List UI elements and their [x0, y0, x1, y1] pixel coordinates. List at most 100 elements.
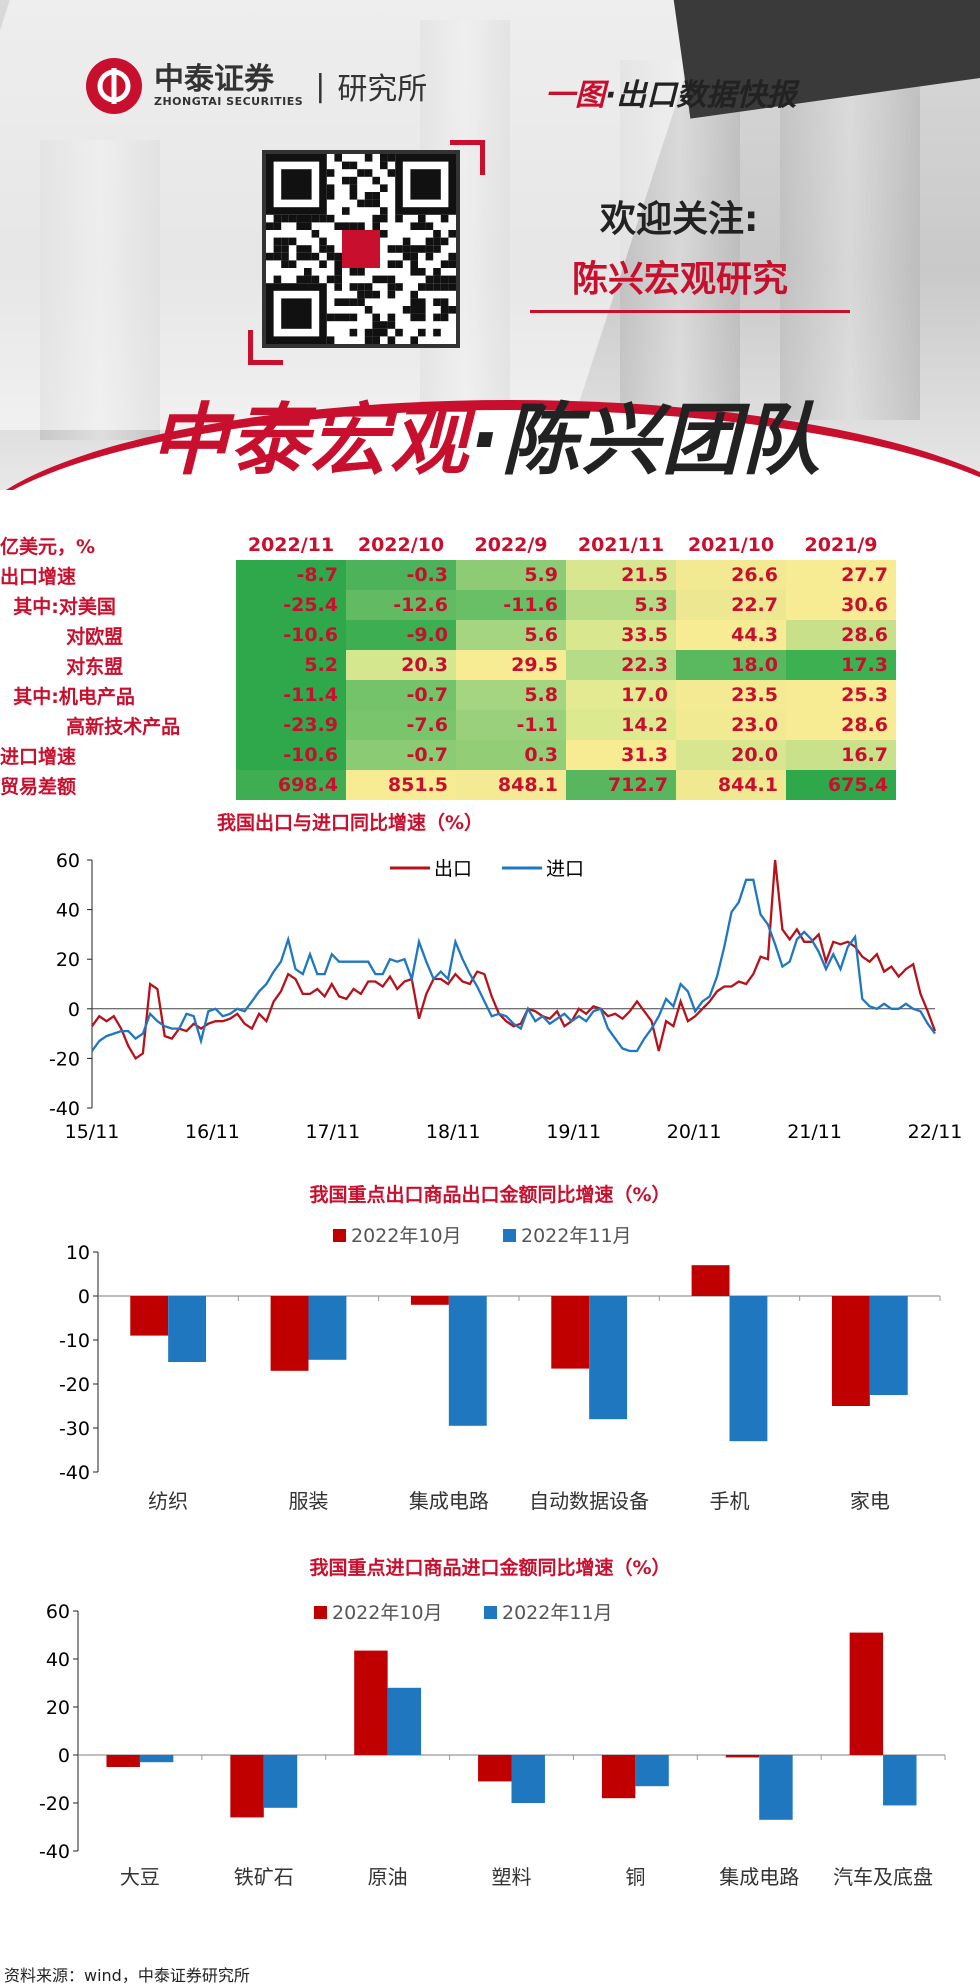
table-row-label: 其中:机电产品: [0, 685, 135, 708]
table-row: 其中:机电产品 -11.4 -0.7 5.8 17.0 23.5 25.3: [0, 680, 896, 710]
legend-label: 出口: [434, 858, 472, 880]
qr-module: [440, 214, 449, 223]
qr-code[interactable]: [262, 150, 460, 348]
qr-module: [410, 222, 418, 230]
y-tick-label: 20: [56, 949, 80, 971]
qr-module: [349, 298, 358, 306]
x-category-label: 铜: [625, 1865, 645, 1889]
table-row: 出口增速 -8.7 -0.3 5.9 21.5 26.6 27.7: [0, 560, 896, 590]
qr-module: [425, 237, 434, 246]
series-line-import: [91, 878, 936, 1053]
qr-module: [448, 260, 456, 268]
bar-nov: [869, 1296, 908, 1395]
table-cell: 5.2: [236, 650, 346, 680]
qr-module: [410, 336, 418, 344]
table-row-label: 其中:对美国: [0, 595, 116, 618]
qr-module: [334, 222, 342, 230]
qr-module: [440, 298, 449, 306]
qr-module: [349, 222, 358, 230]
qr-module: [273, 275, 282, 284]
table-column-header: 2021/10: [687, 534, 775, 556]
qr-module: [387, 275, 396, 284]
qr-module: [364, 192, 373, 200]
qr-module: [326, 313, 335, 322]
qr-avatar: [342, 230, 380, 268]
table-cell: 22.3: [566, 650, 676, 680]
qr-module: [304, 252, 312, 261]
y-tick-label: 20: [46, 1697, 70, 1719]
table-row-label: 贸易差额: [0, 775, 77, 798]
table-cell: 20.0: [676, 740, 786, 770]
qr-module: [273, 222, 282, 230]
qr-module: [304, 268, 312, 276]
qr-module: [380, 207, 388, 215]
qr-module: [357, 169, 365, 177]
qr-module: [311, 214, 320, 223]
team-title-red: 中泰宏观: [150, 396, 471, 486]
qr-module: [425, 252, 434, 261]
qr-module: [425, 222, 434, 230]
qr-module: [372, 275, 380, 284]
logo-emblem-icon: [86, 58, 142, 114]
qr-module: [402, 245, 411, 253]
bar-nov: [387, 1687, 422, 1755]
y-tick-label: -30: [59, 1418, 90, 1440]
qr-module: [364, 290, 373, 299]
x-category-label: 铁矿石: [234, 1865, 294, 1889]
qr-module: [433, 283, 441, 291]
x-category-label: 原油: [368, 1865, 408, 1889]
qr-module: [273, 252, 282, 261]
import-bar-chart: -40 -20 0 20 40 60 大豆 铁矿石 原油 塑料 铜 集成电路 汽车及底盘 2022年10月…: [39, 1601, 946, 1889]
series-line-export: [91, 859, 937, 1061]
table-cell: 28.6: [786, 710, 896, 740]
qr-module: [440, 283, 449, 291]
qr-module: [448, 283, 456, 291]
table-cell: 675.4: [786, 770, 896, 800]
qr-module: [402, 252, 411, 261]
qr-module: [342, 161, 350, 170]
table-cell: 28.6: [786, 620, 896, 650]
qr-module: [273, 214, 282, 223]
qr-module: [364, 328, 373, 337]
x-category-label: 大豆: [120, 1865, 160, 1889]
qr-module: [334, 275, 342, 284]
qr-module: [387, 321, 396, 329]
qr-module: [448, 230, 456, 238]
y-tick-label: -40: [39, 1841, 70, 1863]
qr-module: [357, 298, 365, 306]
table-cell: -23.9: [236, 710, 346, 740]
qr-module: [349, 184, 358, 192]
qr-module: [364, 336, 373, 344]
qr-module: [433, 245, 441, 253]
qr-module: [349, 283, 358, 291]
qr-module: [334, 268, 342, 276]
qr-module: [410, 268, 418, 276]
qr-module: [357, 283, 365, 291]
qr-module: [319, 260, 327, 268]
qr-module: [372, 192, 380, 200]
bar-nov: [635, 1755, 669, 1787]
qr-module: [349, 176, 358, 185]
qr-module: [357, 199, 365, 208]
bar-oct: [106, 1755, 140, 1767]
qr-module: [418, 268, 426, 276]
qr-module: [364, 199, 373, 208]
qr-module: [281, 214, 289, 223]
qr-module: [425, 283, 434, 291]
table-column-header: 2022/9: [474, 534, 548, 556]
qr-module: [288, 260, 297, 268]
qr-module: [372, 290, 380, 299]
qr-module: [334, 260, 342, 268]
qr-module: [304, 245, 312, 253]
table-cell: -1.1: [456, 710, 566, 740]
bar-nov: [729, 1296, 768, 1442]
bar-nov: [883, 1755, 917, 1806]
table-row: 高新技术产品 -23.9 -7.6 -1.1 14.2 23.0 28.6: [0, 710, 896, 740]
qr-module: [311, 275, 320, 284]
qr-module: [349, 192, 358, 200]
table-cell: 17.0: [566, 680, 676, 710]
qr-module: [380, 214, 388, 223]
qr-module: [380, 321, 388, 329]
qr-module: [380, 184, 388, 192]
qr-module: [357, 268, 365, 276]
